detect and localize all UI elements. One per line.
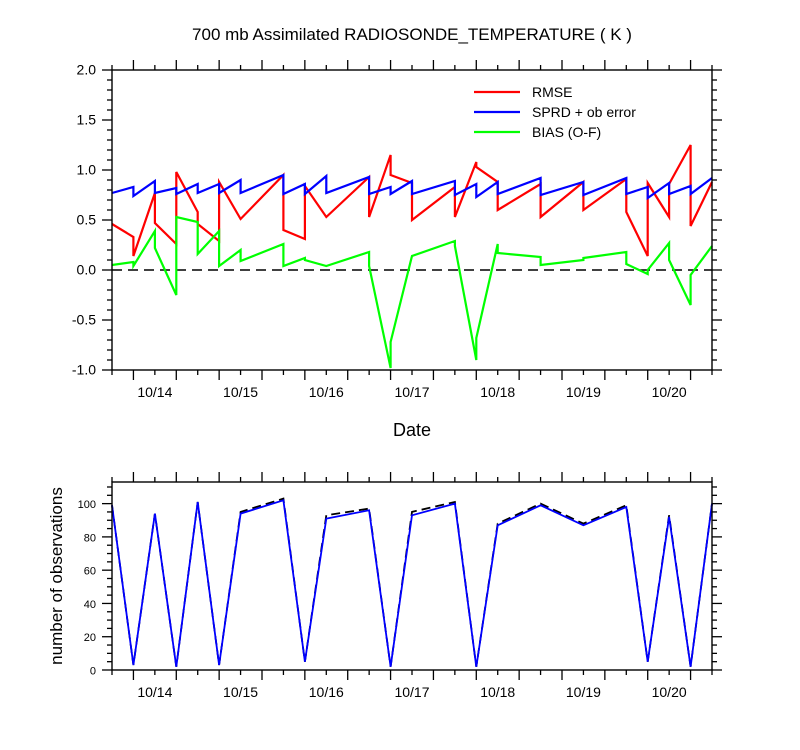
top-xtick-label: 10/18	[480, 384, 515, 400]
bot-xtick-label: 10/14	[137, 684, 172, 700]
top-chart-title: 700 mb Assimilated RADIOSONDE_TEMPERATUR…	[192, 25, 632, 44]
bot-ytick-label: 0	[90, 666, 96, 678]
bot-xtick-label: 10/15	[223, 684, 258, 700]
bottom-plot-frame	[111, 481, 713, 671]
top-ytick-label: 0.0	[77, 262, 97, 278]
legend-label-sprd-ob-error: SPRD + ob error	[532, 104, 636, 120]
top-ytick-label: -1.0	[72, 362, 96, 378]
top-series-group	[111, 144, 713, 369]
bottom-series-group	[111, 497, 713, 667]
top-xtick-label: 10/14	[137, 384, 172, 400]
top-xtick-label: 10/16	[309, 384, 344, 400]
bot-ytick-label: 100	[78, 499, 96, 511]
bot-xtick-label: 10/20	[652, 684, 687, 700]
legend-label-rmse: RMSE	[532, 84, 572, 100]
top-legend: RMSE SPRD + ob error BIAS (O-F)	[474, 84, 636, 140]
top-ytick-label: 2.0	[77, 62, 97, 78]
top-axis-ticks: -1.0 -0.5 0.0 0.5 1.0 1.5 2.0 10/14 10/15 10/16 10…	[72, 60, 722, 400]
bot-xtick-label: 10/17	[394, 684, 429, 700]
bot-ytick-label: 20	[84, 632, 96, 644]
bot-xtick-label: 10/16	[309, 684, 344, 700]
series-line-bias-o-f	[111, 215, 713, 369]
bot-xtick-label: 10/19	[566, 684, 601, 700]
bottom-axis-ticks: 0 20 40 60 80 100 10/14 10/15 10/16 10/17 10/18 10/…	[78, 472, 722, 700]
top-ytick-label: 0.5	[77, 212, 97, 228]
legend-label-bias-o-f: BIAS (O-F)	[532, 124, 601, 140]
bottom-plot-area: 0 20 40 60 80 100 10/14 10/15 10/16 10/17 10/18 10/…	[78, 472, 722, 700]
top-ytick-label: 1.5	[77, 112, 97, 128]
bot-ytick-label: 80	[84, 532, 96, 544]
series-line-sprd-ob-error	[111, 173, 713, 201]
top-plot-area: -1.0 -0.5 0.0 0.5 1.0 1.5 2.0 10/14 10/15 10/16 10…	[72, 60, 722, 400]
top-xtick-label: 10/20	[652, 384, 687, 400]
top-xtick-label: 10/17	[394, 384, 429, 400]
top-plot-frame	[111, 69, 713, 371]
top-xtick-label: 10/19	[566, 384, 601, 400]
bot-ytick-label: 40	[84, 599, 96, 611]
bot-xtick-label: 10/18	[480, 684, 515, 700]
top-ytick-label: -0.5	[72, 312, 96, 328]
series-line-observations-used	[111, 499, 713, 667]
bottom-y-axis-label: number of observations	[47, 487, 66, 665]
bot-ytick-label: 60	[84, 566, 96, 578]
top-ytick-label: 1.0	[77, 162, 97, 178]
top-x-axis-label: Date	[393, 420, 431, 440]
series-line-rmse	[111, 144, 713, 257]
top-xtick-label: 10/15	[223, 384, 258, 400]
